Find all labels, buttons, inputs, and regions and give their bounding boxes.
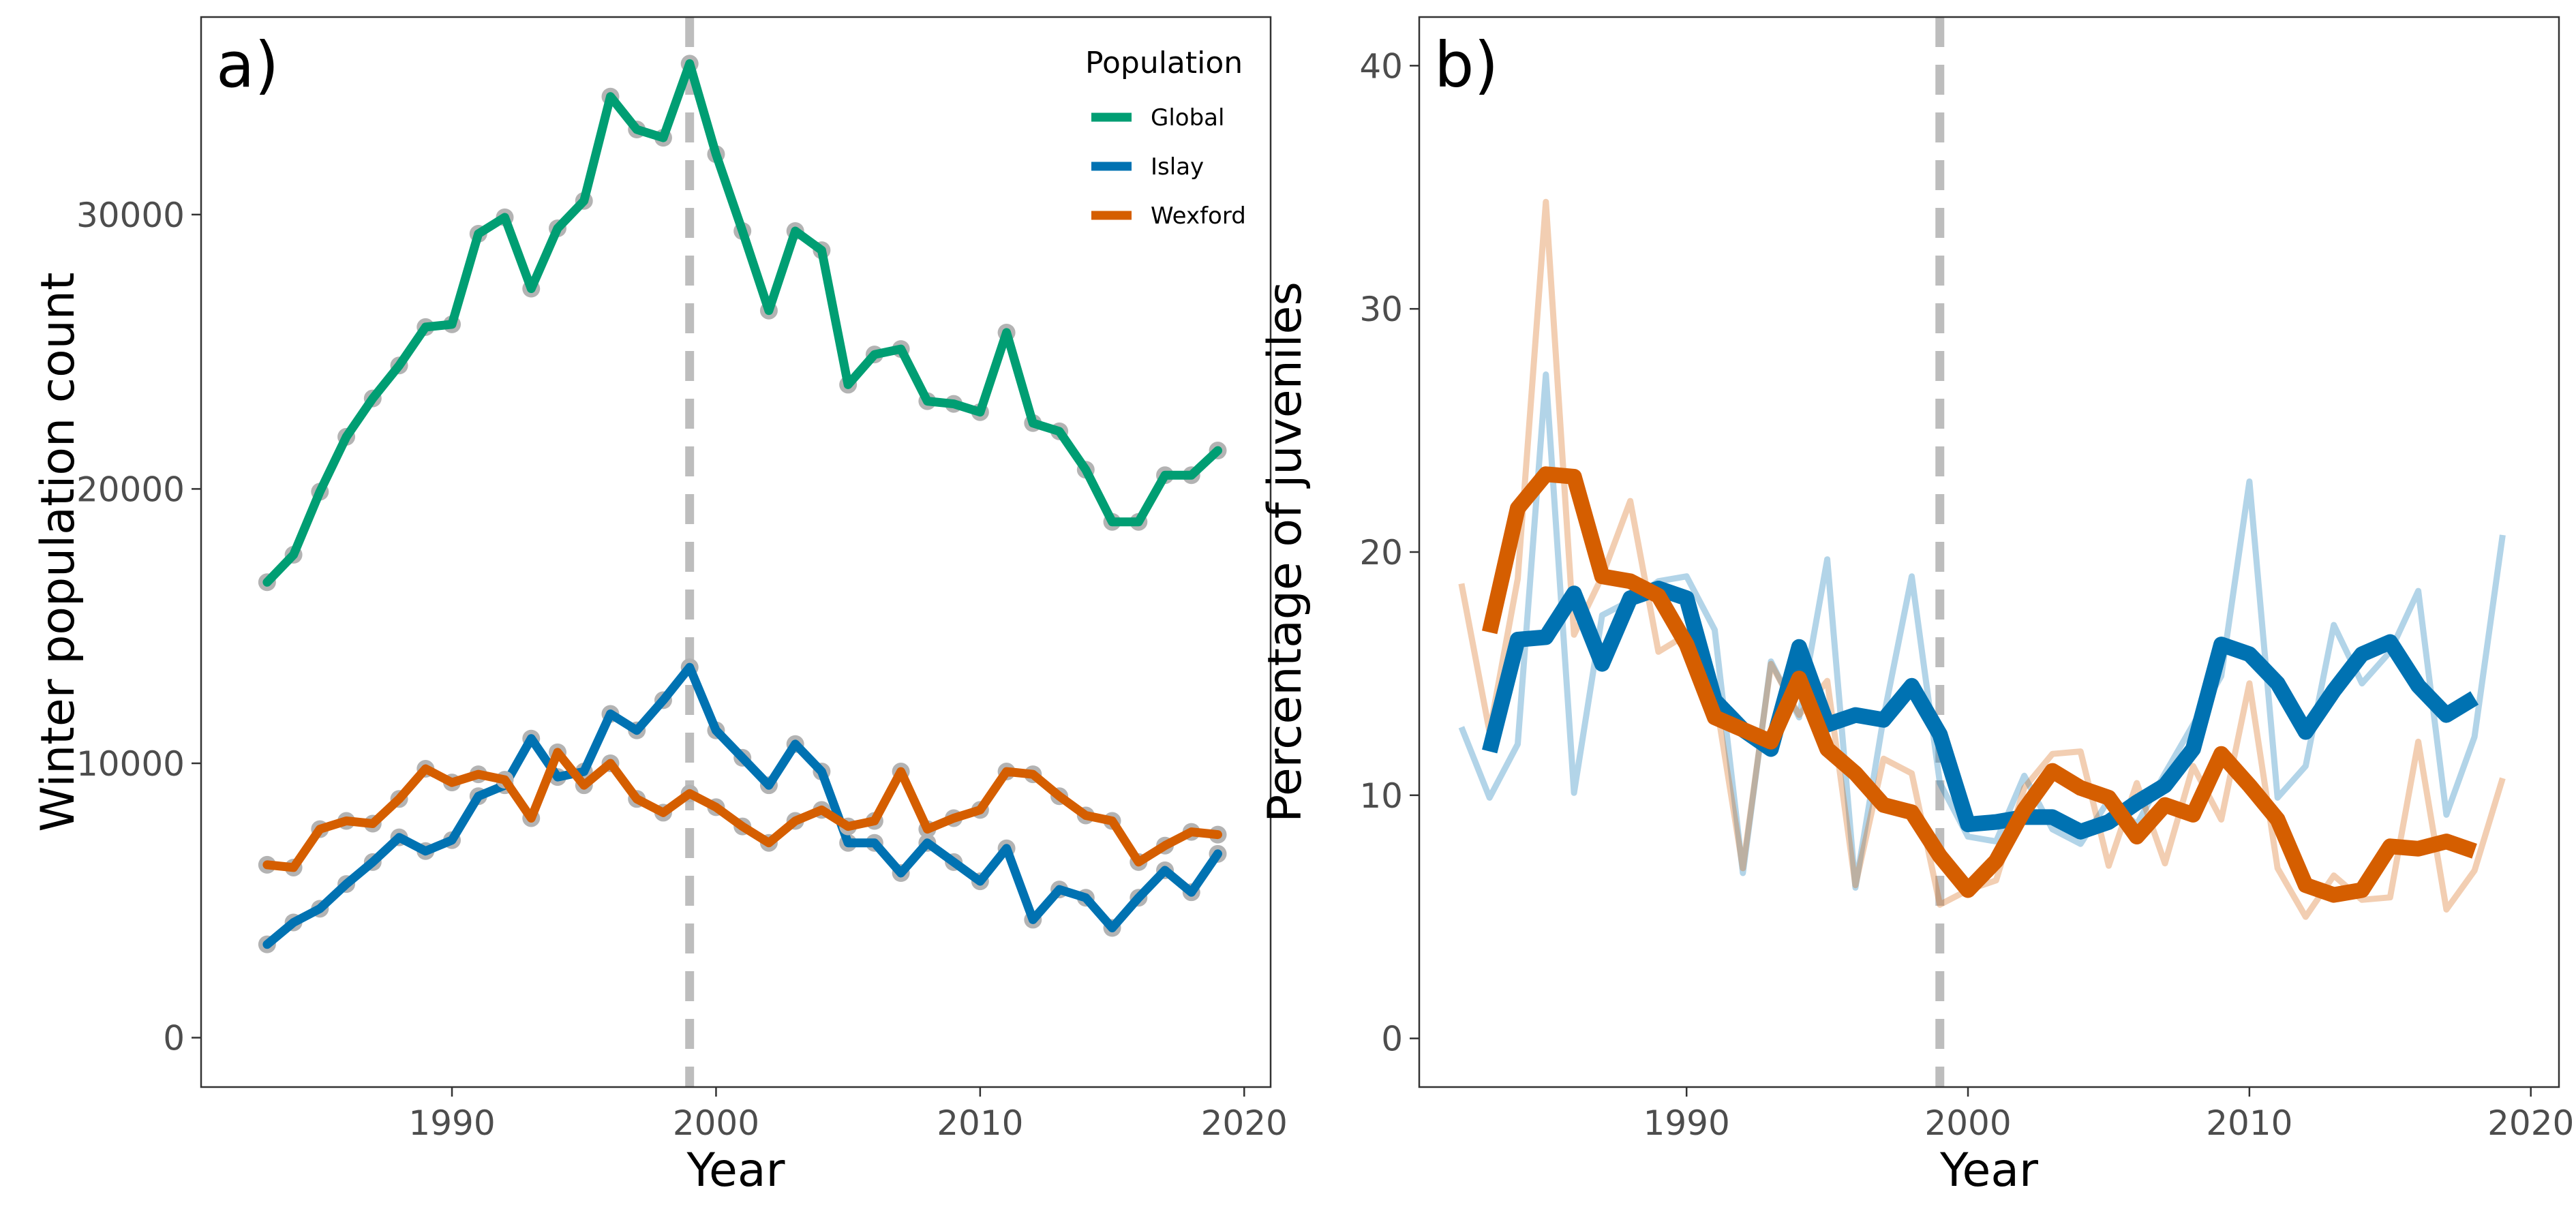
y-tick-label: 0 [1381, 1020, 1403, 1059]
legend: Population Global Islay Wexford [1085, 46, 1246, 230]
panel-b-juvenile-percentage: 1990 2000 2010 2020 0 10 20 30 40 b) Year Perce… [1258, 16, 2574, 1197]
legend-item-wexford: Wexford [1091, 202, 1246, 230]
y-tick-label: 40 [1359, 46, 1403, 86]
panel-b-x-axis-ticks: 1990 2000 2010 2020 [1643, 1087, 2574, 1143]
panel-b-series-marks [1458, 198, 2506, 920]
series-line-global [262, 59, 1222, 587]
panel-b-x-axis-title: Year [1939, 1144, 2038, 1197]
x-tick-label: 2010 [2206, 1103, 2292, 1143]
x-tick-label: 1990 [408, 1103, 495, 1143]
legend-item-global: Global [1091, 104, 1224, 132]
x-tick-label: 2000 [1924, 1103, 2011, 1143]
legend-item-islay: Islay [1091, 153, 1204, 181]
y-tick-label: 20000 [76, 470, 185, 509]
x-tick-label: 2000 [673, 1103, 759, 1143]
x-tick-label: 2020 [2487, 1103, 2574, 1143]
series-line-islay [262, 662, 1222, 949]
y-tick-label: 0 [163, 1019, 185, 1058]
legend-title: Population [1085, 46, 1243, 80]
x-tick-label: 1990 [1643, 1103, 1730, 1143]
legend-entries: Global Islay Wexford [1091, 104, 1246, 230]
panel-b-y-axis-title: Percentage of juveniles [1258, 281, 1312, 823]
panel-a-x-axis-title: Year [686, 1144, 785, 1197]
panel-a-population-count: 1990 2000 2010 2020 0 10000 20000 30000 a) Yea… [31, 16, 1288, 1197]
panel-a-y-axis-ticks: 0 10000 20000 30000 [76, 196, 201, 1058]
panel-a-tag: a) [216, 29, 279, 102]
panel-a-frame [200, 16, 1272, 1088]
panel-b-y-axis-ticks: 0 10 20 30 40 [1359, 46, 1419, 1059]
legend-label-global: Global [1151, 104, 1224, 132]
panel-a-x-axis-ticks: 1990 2000 2010 2020 [408, 1087, 1288, 1143]
x-tick-label: 2010 [937, 1103, 1023, 1143]
panel-a-y-axis-title: Winter population count [31, 272, 85, 831]
panel-a-series-marks [258, 55, 1227, 953]
panel-b-tag: b) [1434, 29, 1498, 102]
y-tick-label: 20 [1359, 533, 1403, 572]
series-wexford [258, 743, 1227, 876]
series-line-wexford [262, 748, 1222, 872]
y-tick-label: 10000 [76, 744, 185, 784]
series-global [258, 55, 1227, 592]
x-tick-label: 2020 [1201, 1103, 1288, 1143]
y-tick-label: 30 [1359, 290, 1403, 329]
y-tick-label: 30000 [76, 196, 185, 235]
legend-label-wexford: Wexford [1151, 202, 1246, 230]
y-tick-label: 10 [1359, 776, 1403, 816]
legend-label-islay: Islay [1151, 153, 1204, 181]
smoothed-line-wexford [1481, 466, 2477, 903]
series-islay [258, 658, 1227, 953]
